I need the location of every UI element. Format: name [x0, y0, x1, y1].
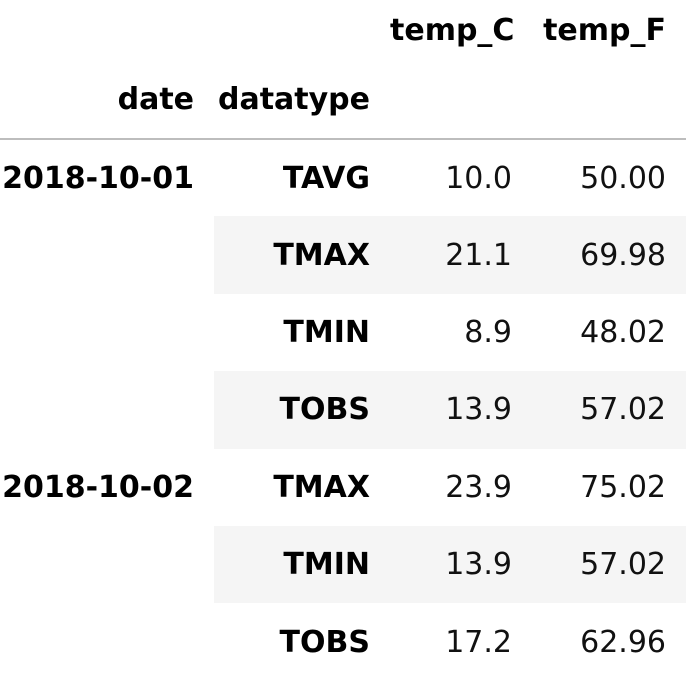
- cell-temp-f: 62.96: [580, 624, 666, 660]
- table-row: 2018-10-01 TAVG 10.0 50.00: [0, 139, 686, 216]
- row-date-label: 2018-10-02: [2, 469, 194, 505]
- index-name-datatype: datatype: [214, 61, 390, 140]
- row-datatype-label: TAVG: [282, 160, 370, 196]
- cell-temp-f: 75.02: [580, 469, 666, 505]
- header-blank-cell: [0, 0, 214, 61]
- cell-temp-c: 13.9: [390, 525, 532, 604]
- header-blank-cell: [532, 61, 686, 140]
- cell-temp-c: 8.9: [464, 314, 512, 350]
- table-row: TMIN 13.9 57.02: [0, 525, 686, 604]
- table-body: 2018-10-01 TAVG 10.0 50.00 TMAX 21.1 69.…: [0, 139, 686, 681]
- cell-temp-c: 17.2: [445, 624, 512, 660]
- index-name-date: date: [0, 61, 214, 140]
- table-header: temp_C temp_F date datatype: [0, 0, 686, 140]
- table-row: TOBS 13.9 57.02: [0, 371, 686, 449]
- column-header-row: temp_C temp_F: [0, 0, 686, 61]
- row-date-label: [0, 294, 214, 371]
- row-datatype-label: TMAX: [273, 469, 370, 505]
- table-row: TOBS 17.2 62.96: [0, 603, 686, 680]
- cell-temp-f: 57.02: [532, 371, 686, 449]
- row-date-label: 2018-10-01: [2, 160, 194, 196]
- row-date-label: [0, 526, 214, 603]
- table-row: TMIN 8.9 48.02: [0, 294, 686, 371]
- row-date-label: [0, 216, 214, 293]
- table-row: 2018-10-02 TMAX 23.9 75.02: [0, 449, 686, 526]
- index-name-row: date datatype: [0, 61, 686, 140]
- row-datatype-label: TMIN: [214, 525, 390, 604]
- cell-temp-f: 50.00: [580, 160, 666, 196]
- cell-temp-f: 48.02: [580, 314, 666, 350]
- row-datatype-label: TMAX: [214, 216, 390, 294]
- cell-temp-f: 69.98: [532, 216, 686, 294]
- row-datatype-label: TMIN: [283, 314, 370, 350]
- header-blank-cell: [214, 0, 390, 61]
- header-blank-cell: [390, 61, 532, 140]
- column-header-temp-f: temp_F: [543, 13, 666, 48]
- cell-temp-c: 21.1: [390, 216, 532, 294]
- column-header-temp-c: temp_C: [390, 13, 515, 48]
- cell-temp-c: 23.9: [445, 469, 512, 505]
- row-datatype-label: TOBS: [214, 371, 390, 449]
- table-row: TMAX 21.1 69.98: [0, 216, 686, 294]
- cell-temp-c: 13.9: [390, 371, 532, 449]
- row-datatype-label: TOBS: [279, 624, 370, 660]
- row-date-label: [0, 371, 214, 448]
- cell-temp-c: 10.0: [445, 160, 512, 196]
- cell-temp-f: 57.02: [532, 525, 686, 604]
- row-date-label: [0, 603, 214, 680]
